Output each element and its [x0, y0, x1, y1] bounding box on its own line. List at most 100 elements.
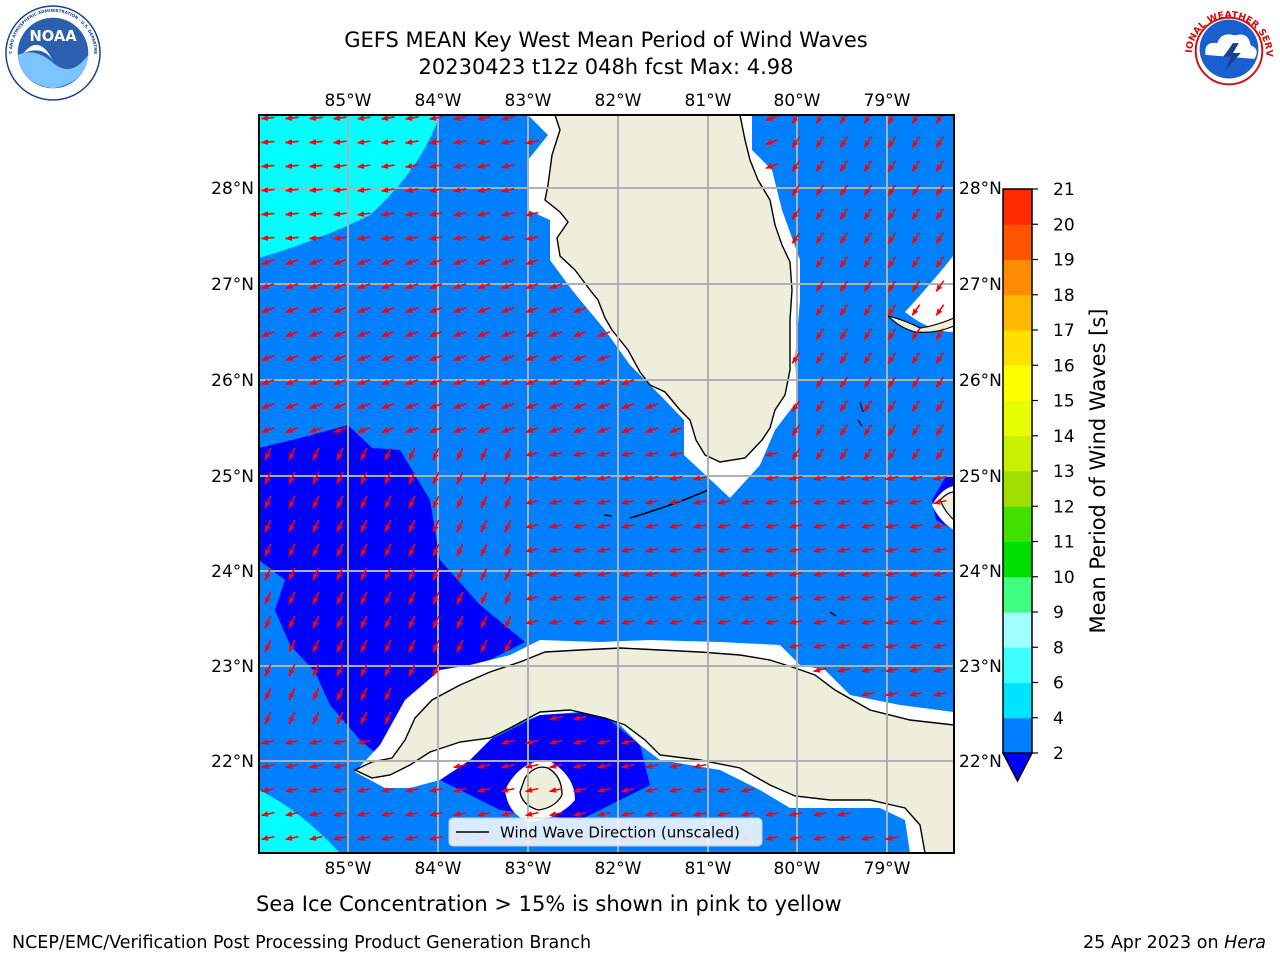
wind-wave-arrow	[260, 739, 275, 745]
wind-wave-arrow	[452, 187, 467, 193]
wind-wave-arrow	[791, 115, 800, 124]
wind-wave-arrow	[476, 163, 491, 169]
wind-wave-arrow	[477, 355, 491, 361]
wind-wave-arrow	[384, 543, 392, 557]
wind-wave-arrow	[887, 256, 897, 268]
wind-wave-arrow	[812, 571, 827, 577]
colorbar-tick-label: 14	[1053, 427, 1075, 447]
wind-wave-arrow	[524, 475, 539, 481]
colorbar-tick-label: 20	[1053, 215, 1075, 235]
wind-wave-arrow	[839, 136, 849, 148]
wind-wave-arrow	[863, 376, 873, 388]
wind-wave-arrow	[432, 615, 440, 629]
wind-wave-arrow	[573, 379, 587, 385]
wind-wave-arrow	[405, 259, 419, 265]
left-tick-24n: 24°N	[211, 562, 254, 582]
wind-wave-arrow	[404, 811, 419, 817]
wind-wave-arrow	[548, 523, 563, 529]
wind-wave-arrow	[504, 519, 512, 533]
wind-wave-arrow	[384, 519, 392, 533]
colorbar-segment	[1003, 189, 1032, 225]
wind-wave-arrow	[815, 208, 825, 220]
colorbar-segment	[1003, 612, 1032, 648]
wind-wave-arrow	[429, 403, 443, 409]
wind-wave-arrow	[404, 787, 419, 793]
right-tick-26n: 26°N	[959, 371, 1002, 391]
wind-wave-arrow	[884, 835, 899, 841]
colorbar-tick-label: 11	[1053, 533, 1075, 553]
wind-wave-arrow	[476, 787, 491, 793]
wind-wave-arrow	[308, 787, 323, 793]
run-date-text: 25 Apr 2023 on	[1082, 933, 1219, 953]
wind-wave-arrow	[815, 136, 825, 148]
wind-wave-arrow	[839, 160, 849, 172]
wind-wave-arrow	[668, 451, 683, 457]
wind-wave-arrow	[716, 787, 731, 793]
wind-wave-arrow	[621, 403, 635, 409]
wind-wave-arrow	[524, 739, 539, 745]
wind-wave-arrow	[285, 355, 299, 361]
wind-wave-arrow	[284, 211, 299, 217]
wind-wave-arrow	[692, 787, 707, 793]
wind-wave-arrow	[476, 211, 491, 217]
wind-wave-arrow	[548, 739, 563, 745]
wind-wave-arrow	[288, 471, 296, 485]
wind-wave-arrow	[284, 235, 299, 241]
wind-wave-arrow	[887, 352, 897, 364]
wind-wave-arrow	[404, 115, 419, 121]
wind-wave-arrow	[621, 427, 635, 433]
wind-wave-arrow	[357, 355, 371, 361]
wind-wave-arrow	[860, 571, 875, 577]
wind-wave-arrow	[887, 448, 897, 460]
wind-wave-arrow	[549, 427, 563, 433]
wind-wave-arrow	[336, 663, 344, 677]
wind-wave-arrow	[456, 471, 464, 485]
wind-wave-arrow	[524, 211, 539, 217]
wind-wave-arrow	[911, 424, 921, 436]
wind-wave-arrow	[764, 499, 779, 505]
wind-wave-arrow	[692, 571, 707, 577]
wind-wave-arrow	[312, 687, 320, 701]
wind-wave-arrow	[644, 547, 659, 553]
wind-wave-arrow	[428, 139, 443, 145]
right-tick-23n: 23°N	[959, 657, 1002, 677]
wind-wave-arrow	[453, 379, 467, 385]
wind-wave-arrow	[765, 139, 779, 145]
wind-wave-arrow	[525, 403, 539, 409]
colorbar-extend-arrow	[1001, 752, 1034, 783]
wind-wave-arrow	[692, 619, 707, 625]
wind-wave-arrow	[381, 307, 395, 313]
wind-wave-arrow	[336, 615, 344, 629]
wind-wave-arrow	[360, 543, 368, 557]
wind-wave-arrow	[812, 811, 827, 817]
wind-wave-arrow	[764, 475, 779, 481]
wind-wave-arrow	[765, 163, 779, 169]
wind-wave-arrow	[309, 379, 323, 385]
wind-wave-arrow	[812, 475, 827, 481]
wind-wave-arrow	[860, 595, 875, 601]
wind-wave-arrow	[336, 711, 344, 725]
top-tick-83w: 83°W	[505, 91, 552, 111]
top-tick-82w: 82°W	[595, 91, 642, 111]
wind-wave-arrow	[336, 687, 344, 701]
chart-subtitle: 20230423 t12z 048h fcst Max: 4.98	[418, 55, 794, 79]
wind-wave-arrow	[408, 591, 416, 605]
wind-wave-arrow	[525, 427, 539, 433]
wind-wave-arrow	[309, 427, 323, 433]
wind-wave-arrow	[476, 139, 491, 145]
wind-wave-arrow	[405, 379, 419, 385]
wind-wave-arrow	[333, 403, 347, 409]
wind-wave-arrow	[380, 835, 395, 841]
wind-wave-arrow	[911, 304, 921, 316]
wind-wave-arrow	[261, 259, 275, 265]
wind-wave-arrow	[836, 811, 851, 817]
wind-wave-arrow	[860, 523, 875, 529]
wind-wave-arrow	[504, 615, 512, 629]
wind-wave-arrow	[429, 379, 443, 385]
wind-wave-arrow	[863, 400, 873, 412]
wind-wave-arrow	[815, 376, 825, 388]
wind-wave-arrow	[384, 663, 392, 677]
wind-wave-arrow	[480, 591, 488, 605]
colorbar-segment	[1003, 400, 1032, 437]
wind-wave-arrow	[453, 307, 467, 313]
